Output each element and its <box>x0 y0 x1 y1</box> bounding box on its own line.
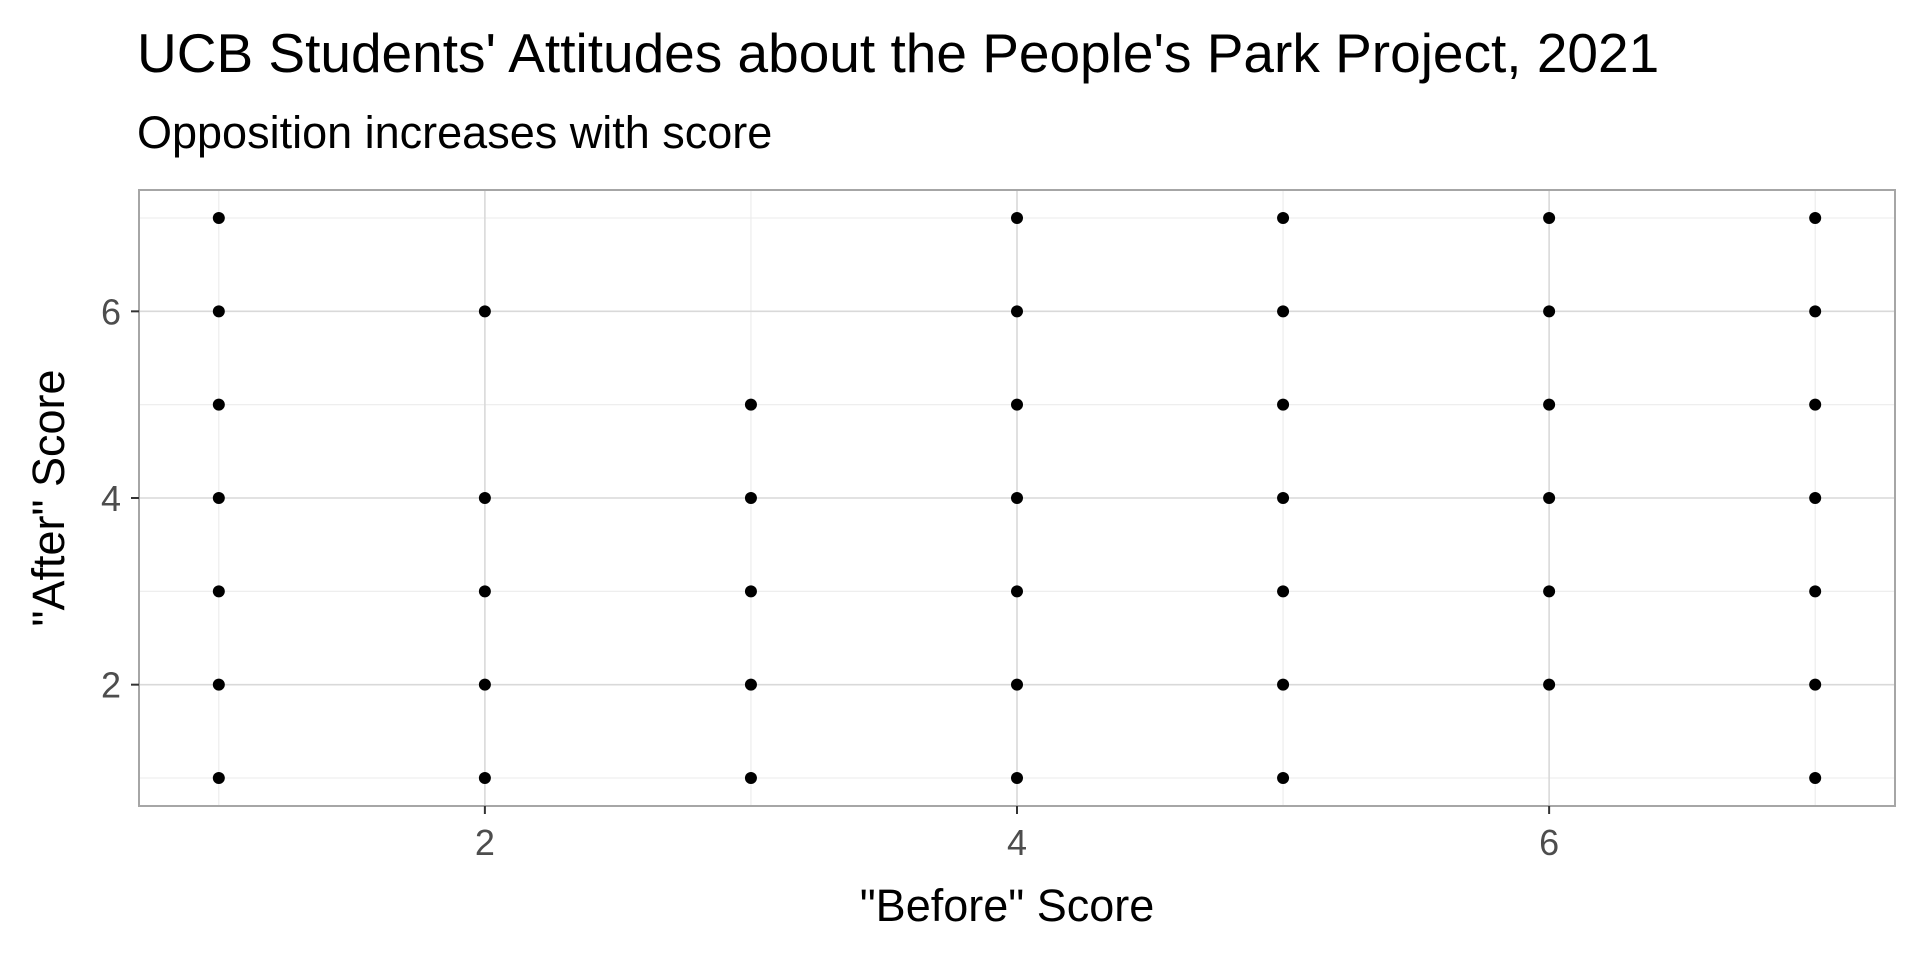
data-point <box>212 772 225 784</box>
data-point <box>212 585 225 598</box>
y-axis-title: "After" Score <box>23 369 74 626</box>
data-point <box>478 678 491 691</box>
data-point <box>1543 212 1556 224</box>
data-point <box>1011 212 1023 224</box>
data-point <box>1543 305 1556 318</box>
data-point <box>1543 492 1556 504</box>
data-point <box>744 678 757 691</box>
data-point <box>1277 305 1290 318</box>
data-point <box>212 212 225 224</box>
data-point <box>1809 212 1822 224</box>
data-point <box>1277 585 1290 598</box>
data-point <box>1543 678 1556 691</box>
data-point <box>212 678 225 691</box>
data-point <box>212 305 225 318</box>
data-point <box>478 492 491 504</box>
data-point <box>1277 492 1290 504</box>
chart-subtitle: Opposition increases with score <box>137 107 772 158</box>
data-point <box>744 398 757 411</box>
data-point <box>744 585 757 598</box>
data-point <box>1277 772 1290 784</box>
data-points <box>212 212 1822 784</box>
data-point <box>1543 398 1556 411</box>
y-tick-label: 6 <box>101 291 121 332</box>
x-tick-label: 4 <box>1007 822 1027 863</box>
data-point <box>1543 585 1556 598</box>
data-point <box>1011 492 1023 504</box>
data-point <box>1809 772 1822 784</box>
data-point <box>744 772 757 784</box>
data-point <box>1277 678 1290 691</box>
data-point <box>1011 585 1023 598</box>
data-point <box>1809 678 1822 691</box>
x-axis-ticks: 2 4 6 <box>475 806 1559 863</box>
data-point <box>1011 305 1023 318</box>
data-point <box>478 585 491 598</box>
data-point <box>212 398 225 411</box>
data-point <box>1809 398 1822 411</box>
data-point <box>1277 212 1290 224</box>
data-point <box>1809 305 1822 318</box>
data-point <box>478 772 491 784</box>
data-point <box>1011 772 1023 784</box>
y-tick-label: 2 <box>101 665 121 706</box>
data-point <box>212 492 225 504</box>
y-axis-ticks: 2 4 6 <box>101 291 139 706</box>
data-point <box>1011 678 1023 691</box>
x-tick-label: 2 <box>475 822 495 863</box>
x-tick-label: 6 <box>1539 822 1559 863</box>
data-point <box>744 492 757 504</box>
data-point <box>1809 492 1822 504</box>
chart-title: UCB Students' Attitudes about the People… <box>137 22 1659 84</box>
y-tick-label: 4 <box>101 478 121 519</box>
data-point <box>1809 585 1822 598</box>
x-axis-title: "Before" Score <box>860 880 1155 931</box>
data-point <box>1011 398 1023 411</box>
data-point <box>1277 398 1290 411</box>
data-point <box>478 305 491 318</box>
